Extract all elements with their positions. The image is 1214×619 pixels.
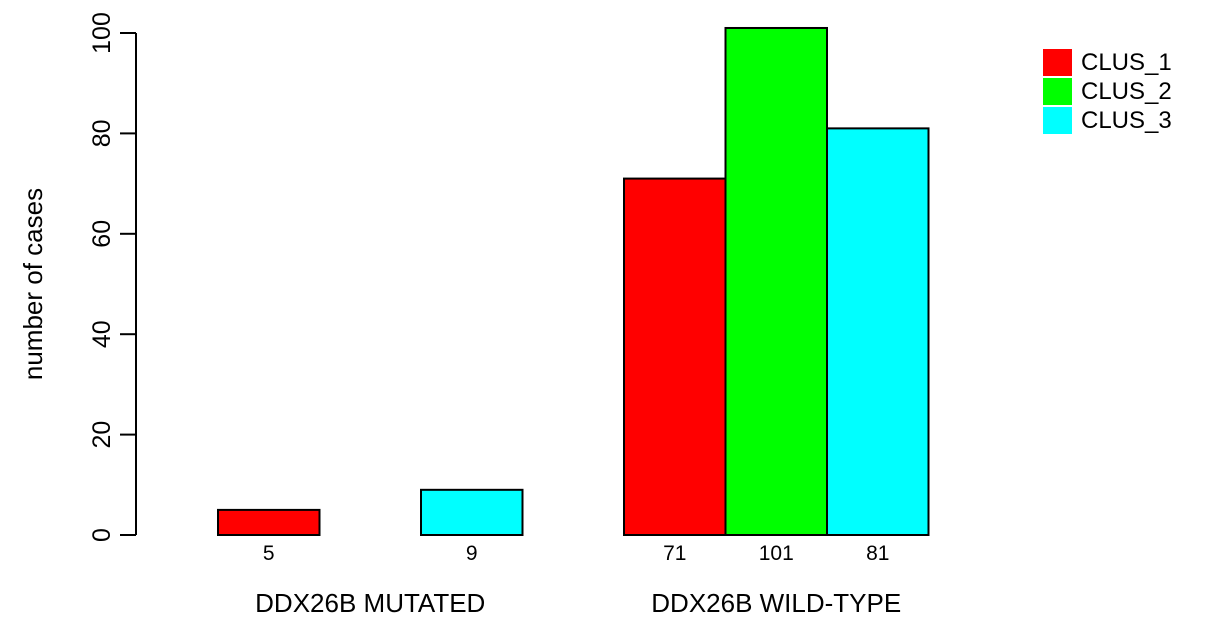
- legend-label: CLUS_1: [1081, 49, 1172, 76]
- legend-label: CLUS_3: [1081, 107, 1172, 134]
- bar: [724, 26, 828, 536]
- y-tick-label: 40: [88, 320, 116, 348]
- category-label: DDX26B WILD-TYPE: [651, 588, 901, 618]
- y-tick-label: 0: [88, 528, 116, 542]
- bar: [217, 508, 321, 536]
- count-labels: 5 9 71 101 81: [263, 542, 890, 565]
- bar-count-label: 81: [866, 542, 889, 565]
- bar: [623, 177, 727, 537]
- y-tick-label: 60: [88, 220, 116, 248]
- legend-label: CLUS_2: [1081, 78, 1172, 105]
- bar-count-label: 101: [759, 542, 794, 565]
- bar: [420, 488, 524, 537]
- y-tick-label: 80: [88, 119, 116, 147]
- legend-swatch: [1043, 49, 1072, 76]
- category-label: DDX26B MUTATED: [255, 588, 485, 618]
- y-tick-label: 100: [88, 12, 116, 54]
- bar: [826, 127, 930, 536]
- bar-count-label: 9: [466, 542, 478, 565]
- y-axis-label: number of cases: [18, 188, 48, 380]
- legend-swatch: [1043, 107, 1072, 134]
- bar-count-label: 5: [263, 542, 275, 565]
- y-axis: 0 20 40 60 80 100: [88, 12, 137, 542]
- legend-swatch: [1043, 78, 1072, 105]
- category-labels: DDX26B MUTATED DDX26B WILD-TYPE: [255, 588, 901, 618]
- y-tick-label: 20: [88, 421, 116, 449]
- bar-count-label: 71: [663, 542, 686, 565]
- bars-group: [217, 26, 930, 537]
